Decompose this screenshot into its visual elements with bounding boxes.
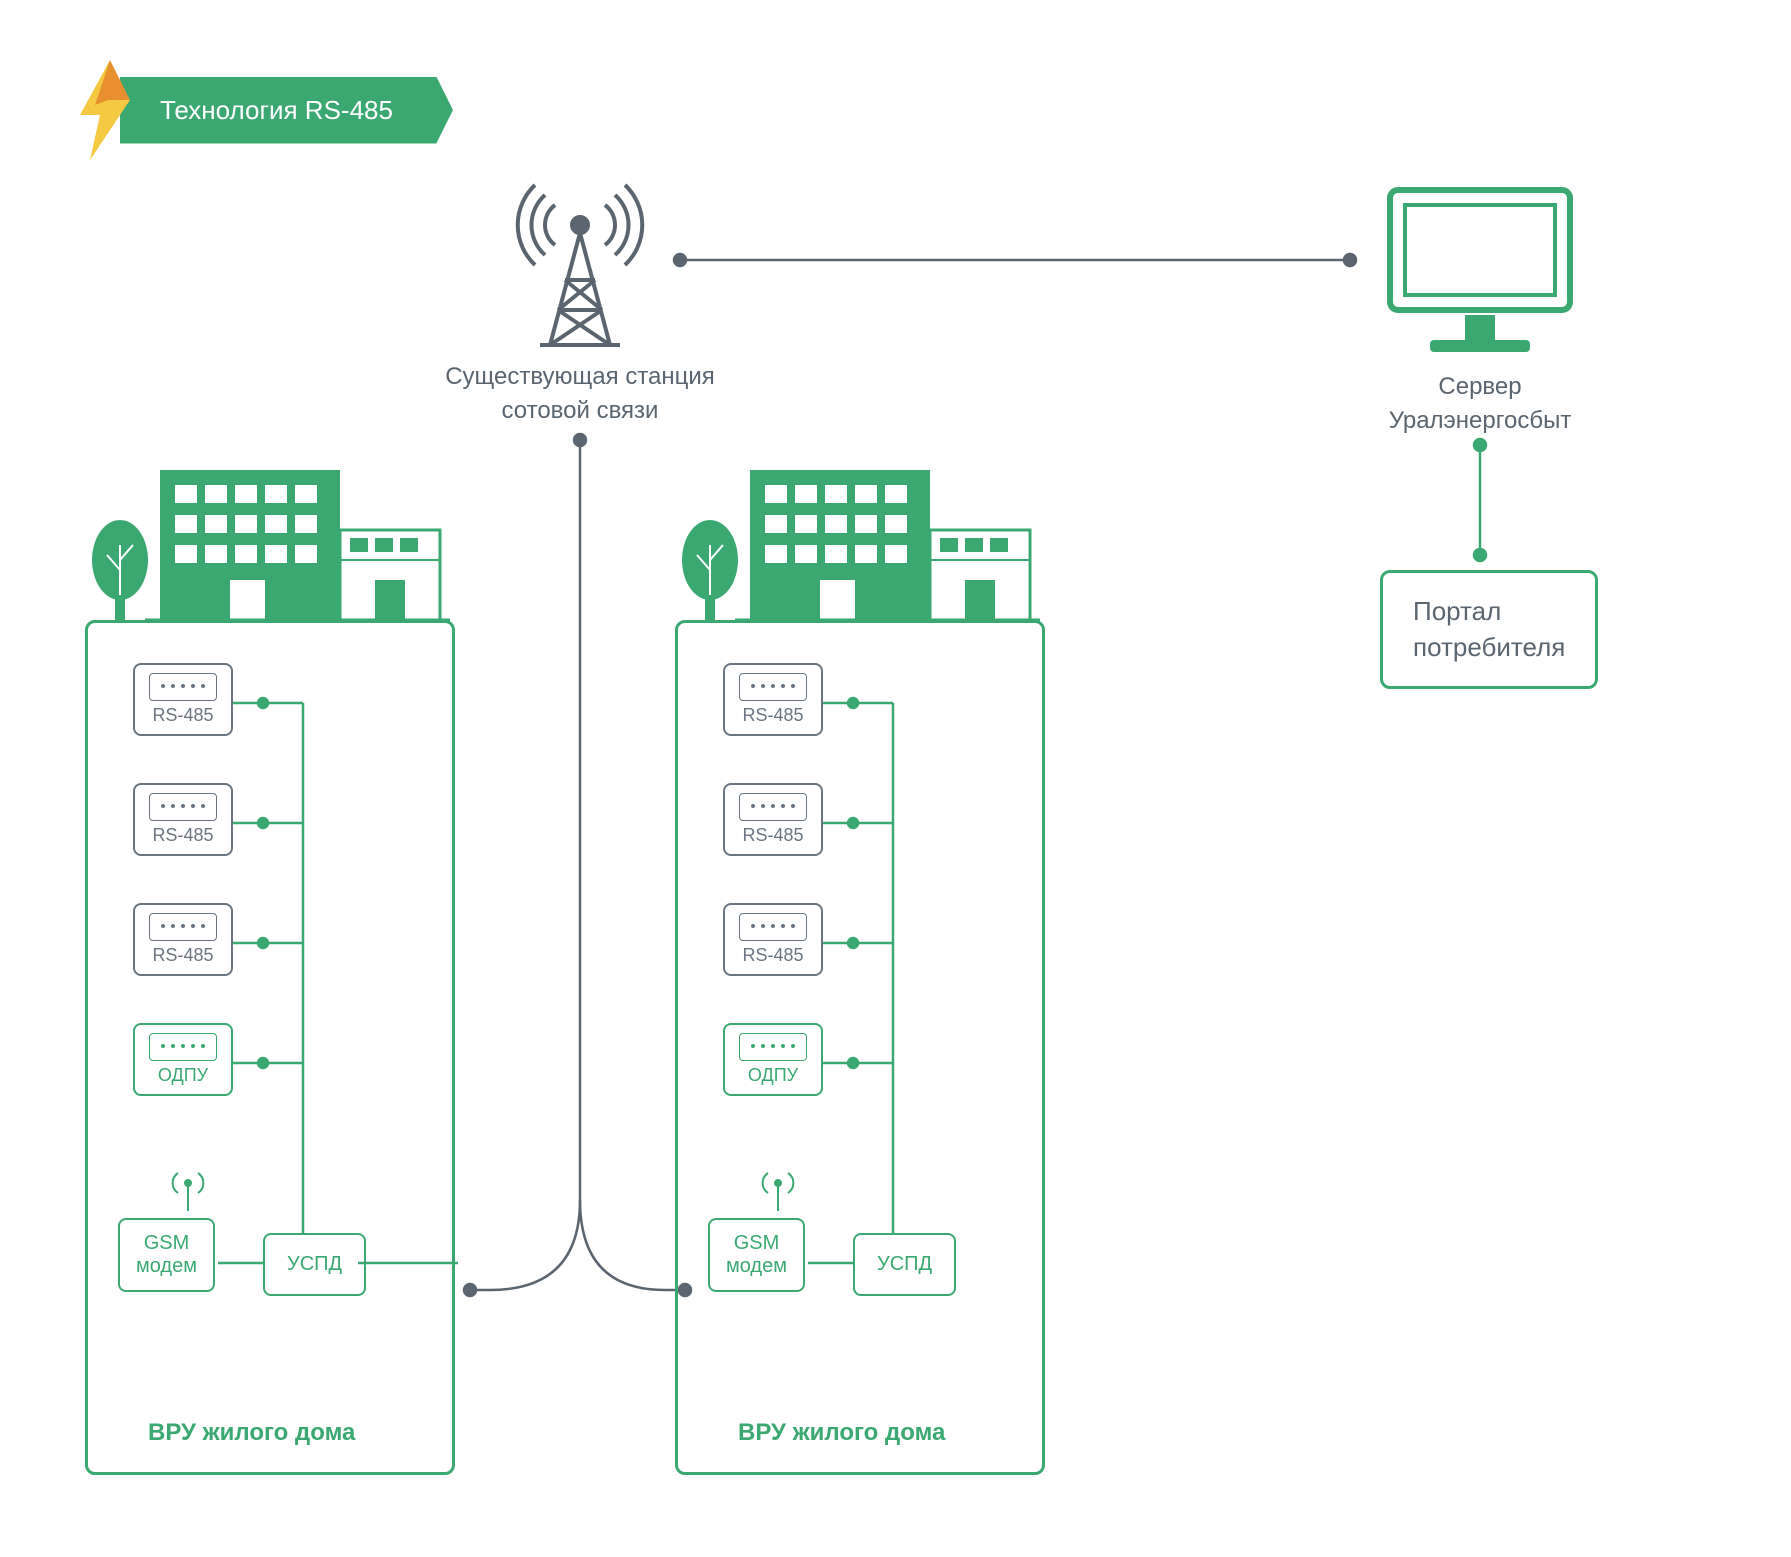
banner-title: Технология RS-485	[120, 77, 453, 144]
device-label: RS-485	[733, 945, 813, 966]
device-label: RS-485	[143, 945, 223, 966]
server-label: Сервер Уралэнергосбыт	[1340, 370, 1620, 437]
device-dots	[739, 1033, 807, 1061]
cell-tower-label-line1: Существующая станция	[445, 363, 715, 390]
uspd-label: УСПД	[877, 1253, 932, 1275]
lightning-icon	[70, 60, 140, 160]
uspd-label: УСПД	[287, 1253, 342, 1275]
building-footer-2: ВРУ жилого дома	[738, 1419, 945, 1447]
gsm-label-line1: GSM	[734, 1232, 780, 1254]
device-rs485-1: RS-485	[723, 663, 823, 736]
device-rs485-3: RS-485	[133, 903, 233, 976]
device-odpu: ОДПУ	[723, 1023, 823, 1096]
device-label: RS-485	[733, 825, 813, 846]
gsm-label-line2: модем	[136, 1255, 197, 1277]
server-label-line1: Сервер	[1438, 373, 1521, 400]
device-rs485-1: RS-485	[133, 663, 233, 736]
building-1-container: RS-485 RS-485 RS-485 ОДПУ	[85, 620, 455, 1475]
device-label: ОДПУ	[733, 1065, 813, 1086]
device-rs485-2: RS-485	[723, 783, 823, 856]
device-dots	[739, 913, 807, 941]
device-label: RS-485	[143, 705, 223, 726]
gsm-label-line1: GSM	[144, 1232, 190, 1254]
server-label-line2: Уралэнергосбыт	[1389, 407, 1572, 434]
header-banner: Технология RS-485	[70, 60, 453, 160]
gsm-modem-box: GSM модем	[118, 1218, 215, 1292]
server-icon	[1370, 180, 1590, 360]
building-icon-1	[85, 460, 455, 625]
portal-label-line1: Портал	[1413, 596, 1501, 626]
gsm-modem-box: GSM модем	[708, 1218, 805, 1292]
device-dots	[149, 913, 217, 941]
gsm-antenna-icon	[748, 1153, 808, 1213]
device-dots	[149, 1033, 217, 1061]
device-rs485-3: RS-485	[723, 903, 823, 976]
device-dots	[739, 673, 807, 701]
uspd-box: УСПД	[853, 1233, 956, 1296]
building-footer-1: ВРУ жилого дома	[148, 1419, 355, 1447]
building-icon-2	[675, 460, 1045, 625]
device-label: ОДПУ	[143, 1065, 223, 1086]
cell-tower-icon	[500, 170, 660, 350]
device-dots	[739, 793, 807, 821]
device-label: RS-485	[733, 705, 813, 726]
building-2-container: RS-485 RS-485 RS-485 ОДПУ	[675, 620, 1045, 1475]
uspd-box: УСПД	[263, 1233, 366, 1296]
device-dots	[149, 793, 217, 821]
device-label: RS-485	[143, 825, 223, 846]
gsm-label-line2: модем	[726, 1255, 787, 1277]
portal-box: Портал потребителя	[1380, 570, 1598, 689]
gsm-antenna-icon	[158, 1153, 218, 1213]
cell-tower-label-line2: сотовой связи	[502, 397, 659, 424]
device-dots	[149, 673, 217, 701]
portal-label-line2: потребителя	[1413, 632, 1565, 662]
cell-tower-label: Существующая станция сотовой связи	[430, 360, 730, 427]
device-odpu: ОДПУ	[133, 1023, 233, 1096]
device-rs485-2: RS-485	[133, 783, 233, 856]
